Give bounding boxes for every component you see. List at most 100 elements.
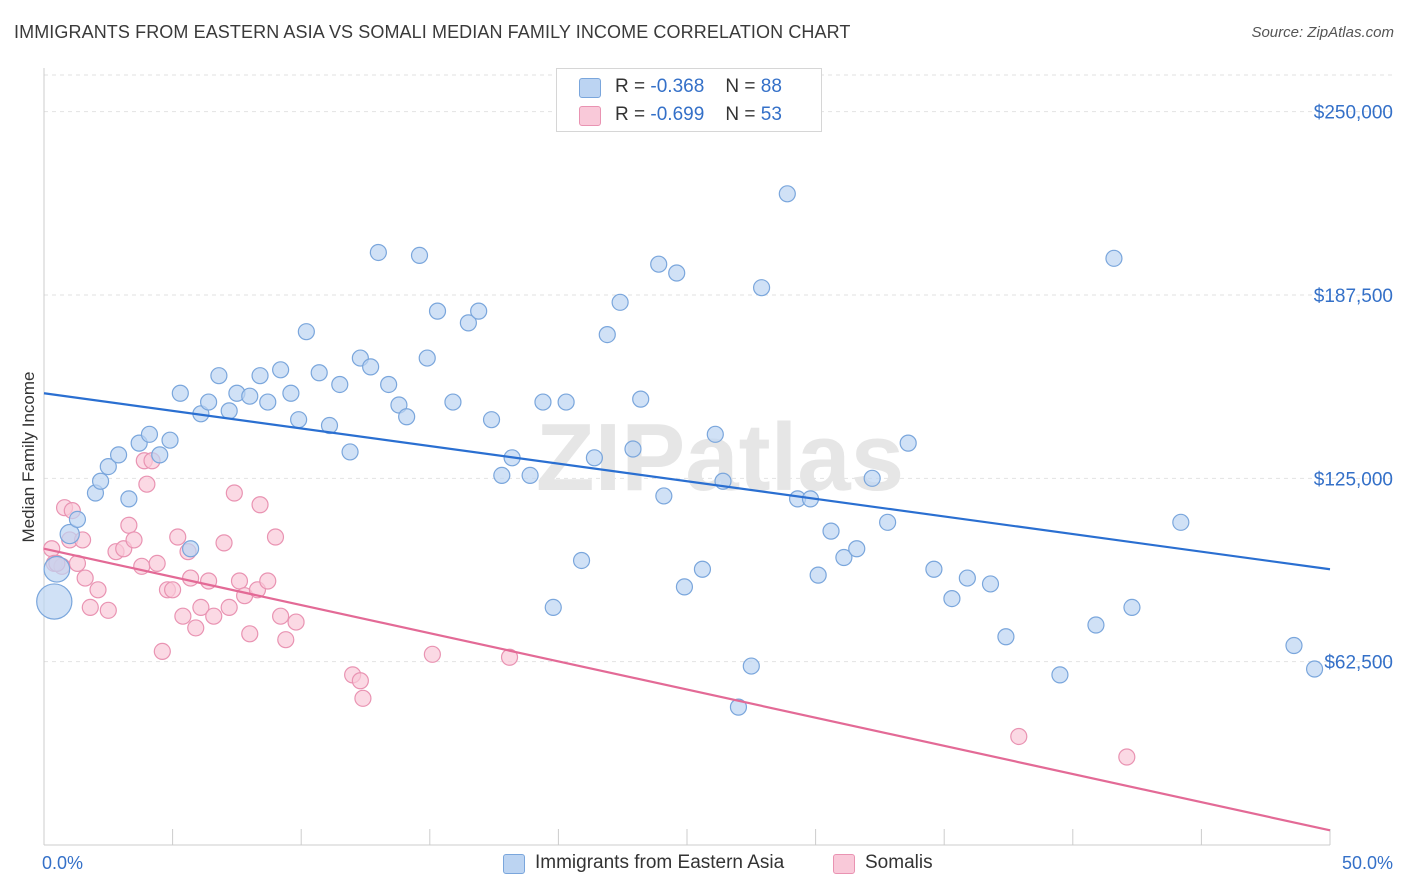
y-axis-title: Median Family Income [19, 371, 38, 542]
eastern-asia-points [36, 185, 1324, 716]
axis-labels: $62,500 $125,000 $187,500 $250,000 0.0% 50.0%… [19, 103, 1393, 873]
legend-swatch-eastern-asia [503, 854, 525, 874]
legend-r-label: R = [615, 104, 646, 125]
y-tick-label: $250,000 [1314, 103, 1393, 124]
eastern-asia-point [369, 243, 387, 262]
somali-point [99, 601, 117, 619]
legend-r-value-somalis: -0.699 [650, 104, 705, 125]
somali-point [164, 581, 182, 599]
eastern-asia-point [109, 446, 128, 464]
eastern-asia-point [341, 443, 359, 461]
eastern-asia-point [611, 293, 629, 311]
eastern-asia-point [693, 560, 712, 578]
eastern-asia-point [68, 510, 87, 529]
somali-point [225, 484, 243, 502]
x-tick-label: 50.0% [1342, 853, 1393, 873]
somali-point [423, 645, 441, 663]
eastern-asia-point [59, 523, 80, 545]
eastern-asia-point [585, 449, 604, 467]
eastern-asia-point [482, 411, 501, 429]
somali-point [89, 581, 107, 599]
series-legend: Immigrants from Eastern Asia Somalis [0, 852, 1406, 880]
eastern-asia-point [899, 434, 917, 452]
legend-label-somalis: Somalis [865, 852, 933, 873]
somali-point [277, 631, 295, 649]
eastern-asia-point [650, 255, 668, 273]
somali-point [174, 607, 192, 625]
eastern-asia-point [43, 555, 71, 583]
eastern-asia-point [182, 540, 200, 558]
somali-point [259, 572, 277, 590]
somali-point [266, 528, 285, 546]
legend-swatch-somalis [579, 106, 601, 126]
eastern-asia-point [297, 323, 315, 341]
somali-point [1010, 727, 1028, 746]
eastern-asia-point [863, 469, 881, 487]
somali-point [272, 607, 290, 625]
eastern-asia-point [459, 314, 477, 332]
eastern-asia-point [99, 458, 117, 476]
eastern-asia-point [241, 387, 259, 405]
eastern-asia-point [835, 548, 853, 567]
eastern-asia-point [210, 367, 228, 385]
somali-point [169, 528, 187, 546]
source-note: Source: ZipAtlas.com [1251, 24, 1394, 41]
eastern-asia-point [521, 466, 539, 484]
legend-n-label: N = [725, 76, 756, 97]
somali-point [220, 598, 238, 617]
eastern-asia-point [470, 302, 488, 320]
eastern-asia-point [943, 589, 961, 608]
eastern-asia-point [200, 393, 218, 411]
eastern-asia-point [668, 264, 686, 282]
eastern-asia-point [282, 384, 300, 402]
somali-point [354, 689, 372, 707]
eastern-asia-point [624, 440, 642, 458]
eastern-asia-point [290, 411, 308, 429]
legend-label-eastern-asia: Immigrants from Eastern Asia [535, 852, 785, 873]
legend-n-value-somalis: 53 [760, 104, 782, 125]
eastern-asia-point [752, 279, 771, 297]
eastern-asia-point [398, 408, 416, 426]
eastern-asia-point [310, 364, 328, 382]
eastern-asia-point [272, 361, 290, 379]
eastern-asia-point [598, 326, 616, 344]
eastern-asia-point [534, 393, 552, 411]
eastern-asia-point [251, 367, 269, 385]
y-tick-label: $187,500 [1314, 286, 1393, 307]
eastern-asia-point [362, 358, 380, 376]
somali-point [187, 619, 205, 637]
eastern-asia-point [161, 431, 179, 449]
somali-point [287, 613, 305, 631]
somali-point [500, 648, 519, 666]
eastern-asia-point [572, 551, 591, 570]
x-tick-label: 0.0% [42, 853, 83, 873]
eastern-asia-point [36, 583, 73, 620]
somali-point [76, 569, 94, 587]
eastern-asia-point [120, 490, 138, 508]
eastern-asia-point [493, 466, 511, 484]
eastern-asia-point [1285, 636, 1303, 655]
eastern-asia-point [1087, 616, 1105, 634]
eastern-asia-point [655, 487, 673, 505]
eastern-asia-point [632, 390, 650, 408]
eastern-asia-point [259, 393, 277, 411]
eastern-asia-point [958, 569, 976, 587]
eastern-asia-point [879, 513, 897, 531]
eastern-asia-point [444, 393, 462, 411]
y-tick-label: $62,500 [1324, 653, 1393, 674]
somali-point [153, 642, 171, 661]
eastern-asia-point [997, 628, 1015, 646]
eastern-asia-point [778, 185, 796, 203]
eastern-asia-point [428, 302, 447, 320]
correlation-legend: R = -0.368 N = 88 R = -0.699 N = 53 [556, 68, 822, 132]
somali-point [251, 496, 269, 514]
grid-lines [44, 74, 1395, 663]
legend-n-label: N = [725, 104, 756, 125]
eastern-asia-point [729, 698, 748, 716]
eastern-asia-point [1305, 660, 1324, 678]
eastern-asia-point [91, 472, 110, 490]
eastern-asia-point [171, 384, 189, 402]
somali-point [215, 534, 233, 552]
somali-point [148, 554, 166, 573]
